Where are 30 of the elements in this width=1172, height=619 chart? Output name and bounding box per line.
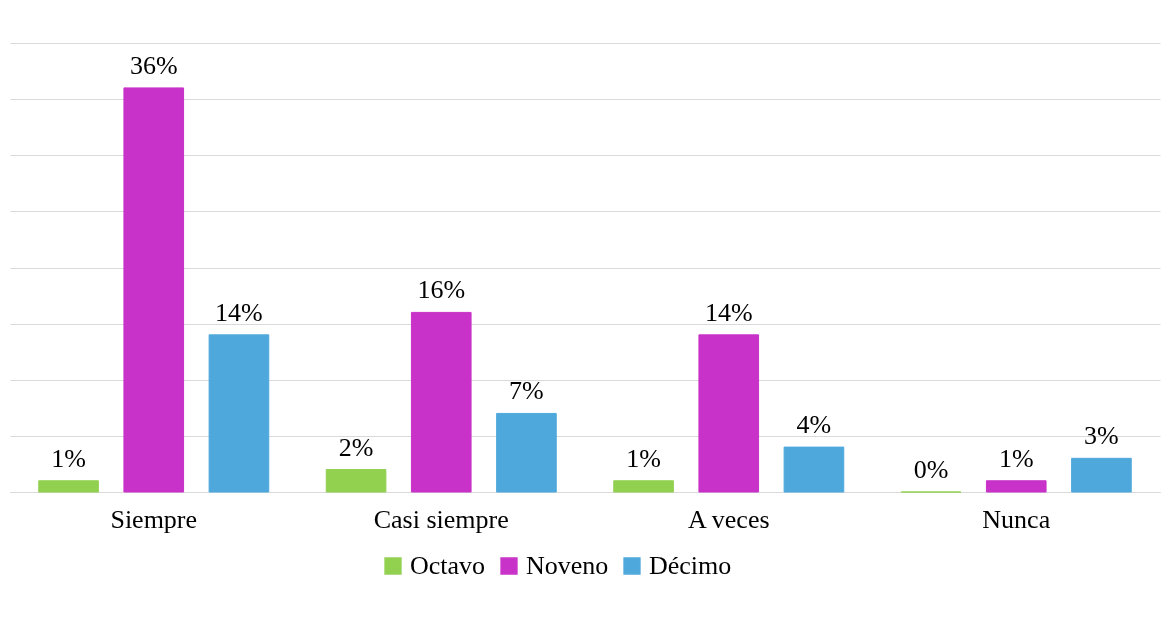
data-label: 3% bbox=[1084, 421, 1119, 451]
bar bbox=[410, 311, 472, 493]
data-label: 1% bbox=[998, 443, 1034, 473]
x-tick-label: Nunca bbox=[982, 504, 1051, 534]
bar bbox=[1071, 457, 1132, 493]
bar bbox=[496, 412, 557, 493]
bar bbox=[38, 480, 99, 493]
bar bbox=[123, 87, 185, 493]
data-label: 4% bbox=[796, 410, 832, 440]
data-label: 7% bbox=[509, 376, 544, 406]
data-label: 1% bbox=[51, 443, 86, 473]
legend-label: Noveno bbox=[526, 551, 609, 580]
data-label: 16% bbox=[417, 275, 466, 305]
bar bbox=[325, 469, 387, 493]
legend-label: Octavo bbox=[410, 551, 486, 580]
data-label: 1% bbox=[626, 443, 661, 473]
bar bbox=[208, 334, 270, 493]
bar bbox=[783, 446, 845, 493]
data-label: 0% bbox=[913, 455, 949, 484]
x-tick-label: Casi siempre bbox=[373, 504, 509, 534]
x-tick-label: A veces bbox=[687, 504, 770, 534]
data-label: 2% bbox=[338, 432, 374, 462]
bar bbox=[613, 480, 674, 493]
data-label: 14% bbox=[704, 297, 753, 327]
x-tick-label: Siempre bbox=[110, 504, 198, 534]
bar bbox=[985, 480, 1047, 493]
data-label: 36% bbox=[129, 50, 178, 80]
bar bbox=[698, 334, 760, 493]
data-label: 14% bbox=[215, 297, 263, 327]
legend-label: Décimo bbox=[649, 551, 732, 580]
